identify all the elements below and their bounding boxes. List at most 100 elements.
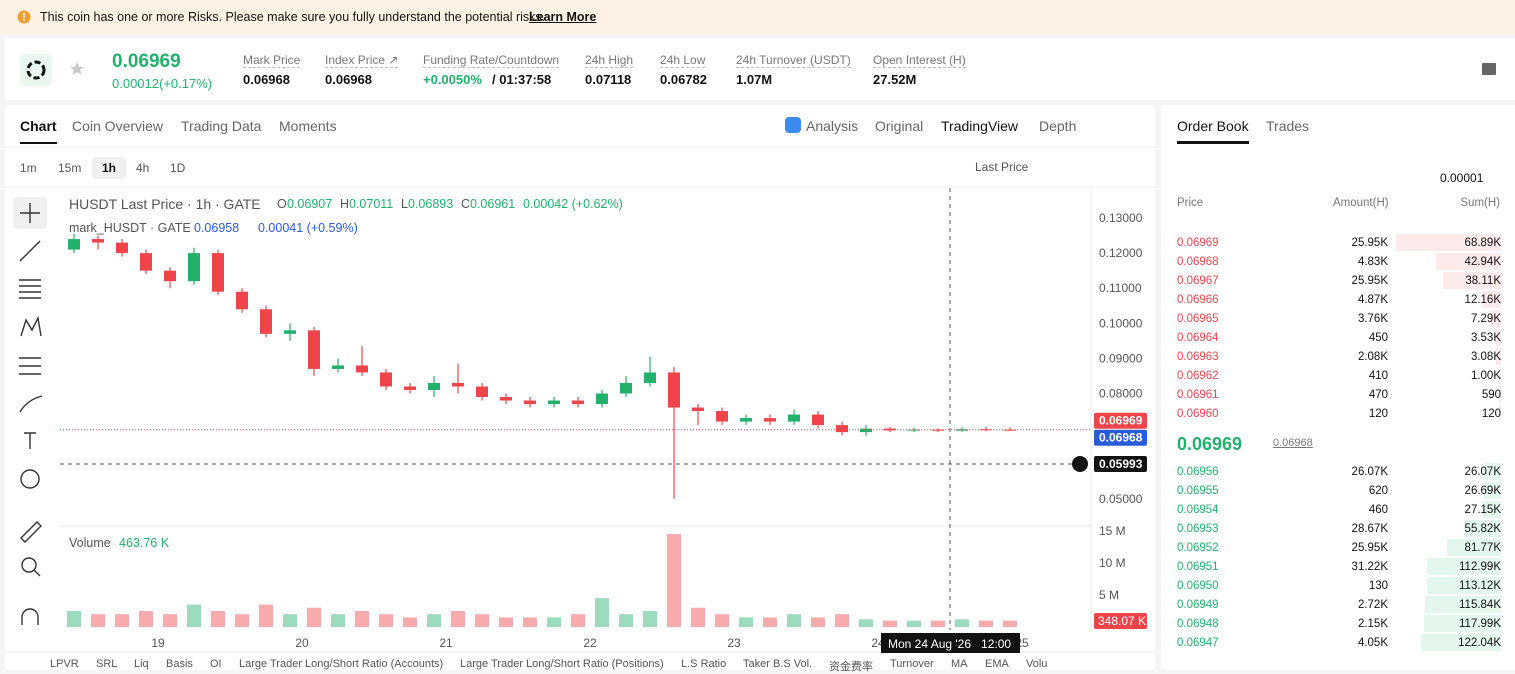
book-amount: 25.95K: [1351, 237, 1388, 249]
volume-bar: [235, 614, 249, 627]
book-tab[interactable]: Trades: [1266, 118, 1310, 134]
chart: 0.13000 0.12000 0.11000 0.10000 0.09000 0.080…: [5, 146, 1155, 653]
book-tab[interactable]: Order Book: [1177, 118, 1249, 144]
indicator-tab[interactable]: Large Trader Long/Short Ratio (Positions…: [460, 658, 664, 670]
interval-button[interactable]: 1h: [92, 157, 127, 179]
book-price[interactable]: 0.06954: [1177, 504, 1219, 516]
indicator-tab[interactable]: OI: [210, 658, 222, 670]
book-price[interactable]: 0.06947: [1177, 637, 1219, 649]
indicator-tab[interactable]: L.S Ratio: [681, 658, 727, 670]
candle-body: [92, 239, 104, 243]
price-badge: [1094, 412, 1147, 429]
price-change: 0.00012(+0.17%): [112, 76, 213, 91]
book-price[interactable]: 0.06965: [1177, 313, 1219, 325]
volume-bar: [187, 604, 201, 627]
ohlc-label: C: [461, 197, 471, 211]
volume-bar: [859, 619, 873, 627]
book-price[interactable]: 0.06966: [1177, 294, 1219, 306]
volume-bar: [619, 614, 633, 627]
book-price[interactable]: 0.06951: [1177, 561, 1219, 573]
indicator-tab[interactable]: LPVR: [50, 658, 79, 670]
book-price[interactable]: 0.06969: [1177, 237, 1219, 249]
panel-tab[interactable]: Coin Overview: [72, 118, 164, 134]
candle-body: [740, 418, 752, 422]
coin-icon: [20, 54, 52, 86]
book-price[interactable]: 0.06953: [1177, 523, 1219, 535]
x-tick-label: 19: [151, 636, 165, 650]
book-price[interactable]: 0.06956: [1177, 466, 1219, 478]
favorite-star[interactable]: [70, 62, 84, 76]
book-sum: 112.99K: [1459, 561, 1501, 573]
volume-bar: [67, 610, 81, 627]
book-sum: 122.04K: [1458, 637, 1501, 649]
view-tab[interactable]: Original: [875, 118, 924, 134]
candle-body: [644, 372, 656, 383]
book-sum: 68.89K: [1464, 237, 1501, 249]
candle-body: [428, 382, 440, 390]
book-sum: 115.84K: [1459, 599, 1501, 611]
crosshair-plus: [1072, 455, 1088, 472]
book-price[interactable]: 0.06952: [1177, 542, 1219, 554]
book-sum: 3.53K: [1470, 332, 1501, 344]
price-type-select[interactable]: Last Price: [975, 160, 1029, 174]
candle-body: [860, 428, 872, 433]
stat-value: 0.06968: [243, 72, 290, 87]
interval-button[interactable]: 1D: [170, 161, 186, 175]
learn-more-link[interactable]: Learn More: [529, 10, 597, 24]
interval-button[interactable]: 1m: [20, 161, 37, 175]
volume-bar: [571, 614, 585, 627]
panel-tab[interactable]: Moments: [279, 118, 337, 134]
book-amount: 4.87K: [1357, 294, 1388, 306]
volume-bar: [211, 610, 225, 627]
indicator-tab[interactable]: Liq: [134, 658, 149, 670]
book-price[interactable]: 0.06967: [1177, 275, 1219, 287]
analysis-icon[interactable]: [785, 117, 801, 133]
indicator-tab[interactable]: 资金费率: [829, 661, 873, 673]
candle-body: [164, 270, 176, 282]
book-price[interactable]: 0.06949: [1177, 599, 1219, 611]
volume-tick-label: 15 M: [1099, 524, 1126, 538]
interval-button[interactable]: 4h: [136, 161, 150, 175]
book-icon[interactable]: [1482, 63, 1496, 75]
book-price[interactable]: 0.06962: [1177, 370, 1219, 382]
indicator-tab[interactable]: EMA: [985, 658, 1009, 670]
stat-label: 24h High: [585, 53, 634, 68]
ohlc-value: 0.06893: [408, 197, 454, 211]
indicator-tab[interactable]: Large Trader Long/Short Ratio (Accounts): [239, 658, 444, 670]
book-sum: 7.29K: [1470, 313, 1501, 325]
book-price[interactable]: 0.06955: [1177, 485, 1219, 497]
book-price[interactable]: 0.06968: [1177, 256, 1219, 268]
book-price[interactable]: 0.06961: [1177, 389, 1219, 401]
book-price[interactable]: 0.06964: [1177, 332, 1219, 344]
view-tab[interactable]: Depth: [1039, 118, 1077, 134]
book-sum: 117.99K: [1459, 618, 1501, 630]
book-amount: 2.08K: [1357, 351, 1388, 363]
book-price[interactable]: 0.06963: [1177, 351, 1219, 363]
indicator-tab[interactable]: Basis: [166, 658, 193, 670]
depth-bar: [1447, 539, 1501, 556]
indicator-tab[interactable]: Volu: [1026, 658, 1048, 670]
volume-tick-label: 10 M: [1099, 556, 1126, 570]
tick-size[interactable]: 0.00001: [1440, 171, 1484, 185]
panel-tab[interactable]: Trading Data: [181, 118, 262, 134]
indicator-tab[interactable]: MA: [951, 658, 968, 670]
view-tab[interactable]: TradingView: [941, 118, 1019, 134]
view-tab[interactable]: Analysis: [806, 118, 859, 134]
depth-bar: [1483, 482, 1501, 499]
volume-bar: [763, 617, 777, 627]
y-tick-label: 0.13000: [1099, 211, 1143, 225]
panel-tab[interactable]: Chart: [20, 118, 57, 144]
indicator-tab[interactable]: Turnover: [890, 658, 934, 670]
volume-bar: [931, 620, 945, 627]
indicator-tab[interactable]: SRL: [96, 658, 118, 670]
indicator-tab[interactable]: Taker B.S Vol.: [743, 658, 813, 670]
column-header: Amount(H): [1333, 197, 1389, 209]
book-price[interactable]: 0.06948: [1177, 618, 1219, 630]
book-price[interactable]: 0.06960: [1177, 408, 1219, 420]
interval-button[interactable]: 15m: [58, 161, 82, 175]
ohlc-label: O: [277, 197, 287, 211]
candle-body: [668, 372, 680, 408]
stat-label: Funding Rate/Countdown: [423, 53, 560, 68]
book-price[interactable]: 0.06950: [1177, 580, 1219, 592]
